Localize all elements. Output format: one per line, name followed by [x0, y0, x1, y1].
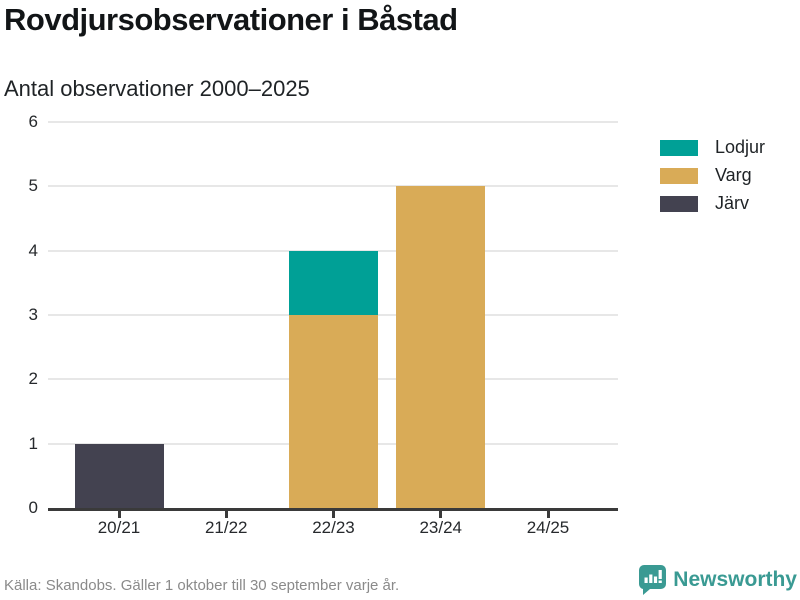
- x-axis-tick-label: 24/25: [526, 518, 570, 537]
- y-axis-tick-label: 2: [28, 369, 38, 389]
- newsworthy-logo-text: Newsworthy: [673, 567, 797, 591]
- plot-area: [48, 121, 618, 511]
- newsworthy-logo[interactable]: Newsworthy: [638, 564, 797, 595]
- legend-item-varg: Varg: [660, 165, 765, 185]
- source-note: Källa: Skandobs. Gäller 1 oktober till 3…: [4, 577, 400, 594]
- x-axis-tick: [546, 511, 550, 518]
- gridline: [48, 121, 618, 123]
- chart-title: Rovdjursobservationer i Båstad: [4, 2, 458, 37]
- legend-swatch: [660, 195, 698, 212]
- y-axis-tick-label: 0: [28, 498, 38, 517]
- legend-swatch: [660, 167, 698, 184]
- y-axis-tick-label: 3: [28, 305, 38, 324]
- legend-label: Järv: [715, 193, 750, 213]
- x-axis-tick: [439, 511, 443, 518]
- chart-subtitle: Antal observationer 2000–2025: [4, 76, 310, 101]
- x-axis-tick-label: 23/24: [419, 518, 463, 537]
- legend-item-järv: Järv: [660, 193, 765, 213]
- bar-segment-varg-22-23: [289, 315, 378, 508]
- x-axis-tick: [224, 511, 228, 518]
- y-axis-tick-label: 4: [28, 240, 38, 260]
- newsworthy-logo-icon: [638, 564, 667, 595]
- gridline: [48, 185, 618, 188]
- y-axis-tick-label: 1: [28, 433, 38, 453]
- legend-swatch: [660, 139, 698, 156]
- legend-label: Lodjur: [715, 137, 766, 157]
- bar-segment-lodjur-22-23: [289, 250, 378, 315]
- y-axis-tick-label: 5: [28, 176, 38, 196]
- x-axis-tick-label: 22/23: [312, 518, 355, 537]
- legend-item-lodjur: Lodjur: [660, 137, 766, 157]
- legend: Lodjur Varg Järv: [660, 137, 766, 223]
- bar-segment-järv-20-21: [74, 443, 164, 508]
- x-axis-tick-label: 20/21: [97, 518, 141, 537]
- legend-label: Varg: [715, 165, 752, 185]
- x-axis-tick: [332, 511, 335, 518]
- x-axis-tick: [117, 511, 121, 518]
- x-axis-tick-label: 21/22: [204, 518, 248, 537]
- y-axis-tick-label: 6: [28, 112, 38, 131]
- bar-segment-varg-23-24: [396, 186, 486, 508]
